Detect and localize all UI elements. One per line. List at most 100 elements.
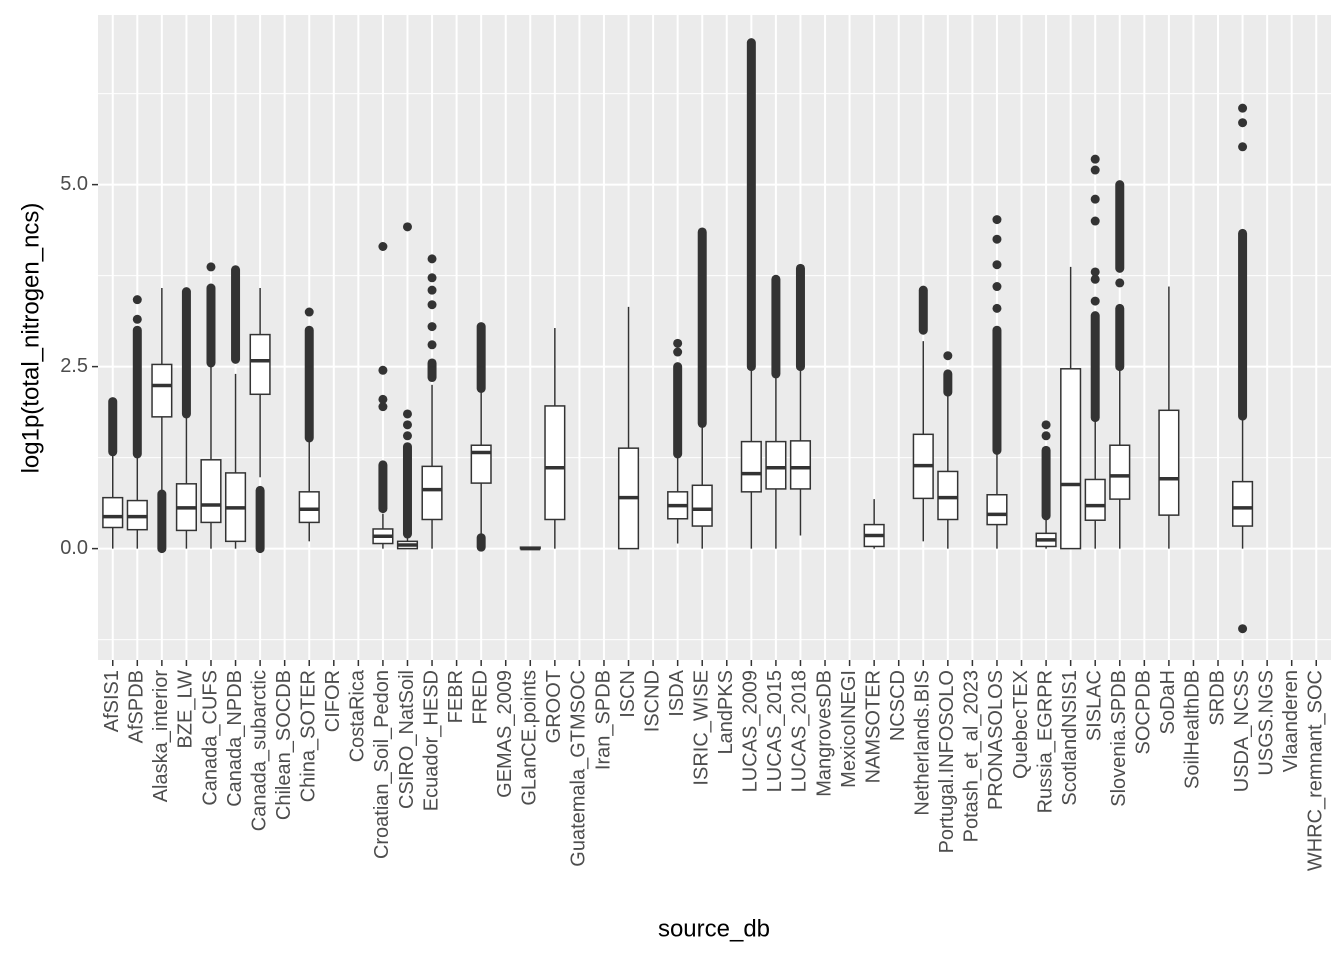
- outlier: [427, 322, 437, 332]
- outlier: [992, 260, 1002, 270]
- x-tick-label: BZE_LW: [175, 670, 197, 749]
- x-tick-label: ISRIC_WISE: [691, 670, 713, 786]
- box: [1158, 409, 1180, 516]
- outlier: [992, 234, 1002, 244]
- outlier: [1090, 165, 1100, 175]
- x-tick-label: Guatemala_GTMSOC: [568, 670, 590, 867]
- x-tick-label: PRONASOLOS: [985, 670, 1007, 810]
- x-tick-label: Vlaanderen: [1280, 670, 1302, 772]
- box: [765, 440, 787, 490]
- x-tick-label: LandPKS: [715, 670, 737, 755]
- box: [470, 444, 492, 484]
- outlier: [427, 254, 437, 264]
- y-tick-label: 0.0: [60, 537, 88, 559]
- x-tick-label: Canada_subarctic: [248, 670, 270, 831]
- box: [102, 496, 124, 529]
- outlier: [402, 409, 412, 419]
- x-tick-label: Canada_CUFS: [199, 670, 221, 806]
- x-tick-label: Chilean_SOCDB: [273, 670, 295, 820]
- x-tick-label: LUCAS_2009: [740, 670, 762, 792]
- outlier: [992, 282, 1002, 292]
- outlier: [378, 402, 388, 412]
- box: [421, 465, 443, 521]
- outlier: [992, 215, 1002, 225]
- x-tick-label: FEBR: [445, 670, 467, 723]
- x-tick-label: ISDA: [666, 669, 688, 716]
- outlier: [378, 394, 388, 404]
- outlier: [673, 338, 683, 348]
- outlier: [1090, 296, 1100, 306]
- outlier: [1238, 624, 1248, 634]
- outlier: [427, 300, 437, 310]
- outlier: [427, 285, 437, 295]
- x-tick-label: ISCN: [617, 670, 639, 718]
- x-tick-label: Ecuador_HESD: [420, 670, 442, 811]
- box: [1109, 444, 1131, 500]
- outlier: [1041, 431, 1051, 441]
- x-tick-label: SRDB: [1206, 670, 1228, 726]
- box: [789, 440, 812, 490]
- x-tick-label: SOCPDB: [1133, 670, 1155, 754]
- x-tick-label: CostaRica: [347, 669, 369, 762]
- x-tick-label: NAMSOTER: [862, 670, 884, 783]
- x-tick-label: WHRC_remnant_SOC: [1305, 670, 1327, 871]
- x-tick-label: Potash_et_al_2023: [961, 670, 983, 842]
- outlier: [402, 420, 412, 430]
- x-tick-label: ScotlandNSIS1: [1059, 670, 1081, 806]
- outlier: [1090, 216, 1100, 226]
- outlier: [943, 351, 953, 361]
- x-tick-label: CSIRO_NatSoil: [396, 670, 418, 809]
- x-tick-label: Iran_SPDB: [592, 670, 614, 770]
- outlier: [427, 273, 437, 283]
- outlier: [1090, 274, 1100, 284]
- outlier: [402, 431, 412, 441]
- x-tick-label: ISCND: [641, 670, 663, 732]
- box: [151, 363, 173, 418]
- x-tick-label: Alaska_interior: [150, 670, 172, 803]
- outlier: [673, 347, 683, 357]
- x-tick-label: China_SOTER: [298, 670, 320, 802]
- x-tick-label: USDA_NCSS: [1231, 670, 1253, 792]
- x-tick-label: Russia_EGRPR: [1034, 670, 1056, 813]
- x-tick-label: LUCAS_2018: [789, 670, 811, 792]
- outlier: [402, 222, 412, 232]
- box: [249, 333, 271, 396]
- box: [1084, 478, 1106, 521]
- x-tick-label: Slovenia.SPDB: [1108, 670, 1130, 807]
- outlier: [378, 242, 388, 252]
- x-axis-title: source_db: [658, 915, 770, 942]
- x-tick-label: QuebecTEX: [1010, 670, 1032, 779]
- outlier: [992, 303, 1002, 313]
- x-tick-label: LUCAS_2015: [764, 670, 786, 792]
- y-tick-label: 2.5: [60, 355, 88, 377]
- x-tick-label: Portugal.INFOSOLO: [936, 670, 958, 853]
- box: [1232, 480, 1254, 527]
- box: [986, 493, 1008, 526]
- box: [1060, 368, 1082, 550]
- x-tick-label: Netherlands.BIS: [912, 670, 934, 816]
- x-tick-label: SoilHealthDB: [1182, 670, 1204, 789]
- box: [691, 484, 713, 527]
- x-tick-label: NCSCD: [887, 670, 909, 741]
- outlier: [378, 365, 388, 375]
- x-tick-label: AfSPDB: [126, 670, 148, 743]
- x-tick-label: SISLAC: [1083, 670, 1105, 741]
- box: [298, 491, 320, 524]
- outlier: [132, 295, 142, 305]
- x-tick-label: Canada_NPDB: [224, 670, 246, 807]
- outlier: [1238, 142, 1248, 152]
- outlier: [206, 262, 216, 272]
- outlier: [1041, 420, 1051, 430]
- x-tick-label: FRED: [469, 670, 491, 724]
- x-tick-label: MexicoINEGI: [838, 670, 860, 788]
- outlier: [427, 340, 437, 350]
- outlier: [1090, 194, 1100, 204]
- outlier: [1238, 103, 1248, 113]
- x-tick-label: GEMAS_2009: [494, 670, 516, 798]
- box: [544, 405, 566, 521]
- y-axis-title: log1p(total_nitrogen_ncs): [17, 203, 44, 474]
- outlier: [1090, 267, 1100, 277]
- x-tick-label: USGS.NGS: [1255, 670, 1277, 776]
